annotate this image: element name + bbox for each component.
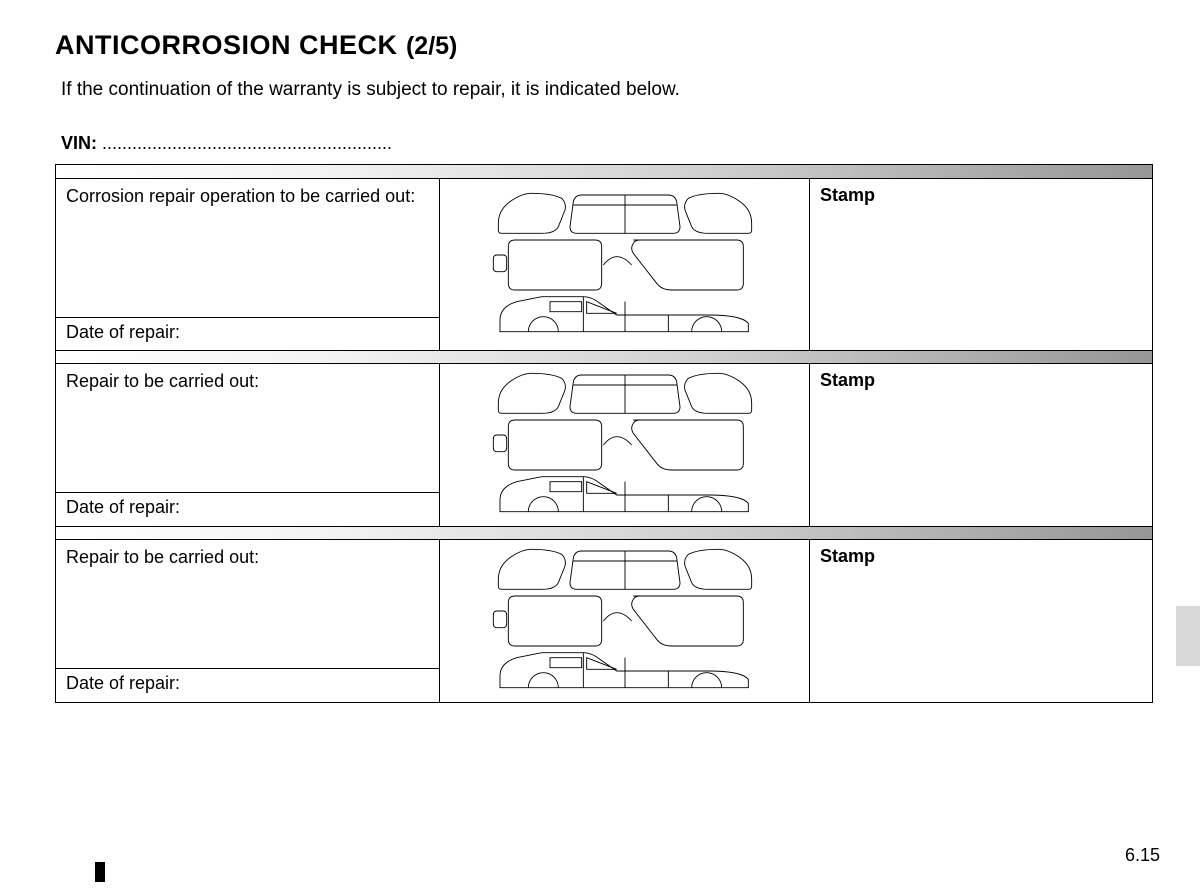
vin-line: VIN: ...................................… [61,133,1160,154]
page-number: 6.15 [1125,845,1160,866]
car-body-diagram-icon [465,370,785,520]
stamp-label: Stamp [810,540,1152,702]
date-of-repair-label: Date of repair: [56,318,439,350]
car-body-diagram-icon [465,190,785,340]
date-of-repair-label: Date of repair: [56,493,439,525]
date-of-repair-label: Date of repair: [56,669,439,701]
vin-dots: ........................................… [97,133,392,153]
page-title: ANTICORROSION CHECK (2/5) [55,30,1160,61]
side-thumb-tab [1176,606,1200,666]
table-row: Repair to be carried out: Date of repair… [56,364,1152,526]
title-bold: ANTICORROSION CHECK [55,30,398,60]
main-table-frame: Corrosion repair operation to be carried… [55,164,1153,703]
table-row: Corrosion repair operation to be carried… [56,179,1152,350]
car-diagram-cell [440,540,810,702]
repair-label: Repair to be carried out: [56,540,439,668]
title-page-part: (2/5) [406,32,457,60]
gradient-bar [56,350,1152,364]
table-row: Repair to be carried out: Date of repair… [56,540,1152,702]
gradient-bar [56,165,1152,179]
stamp-label: Stamp [810,364,1152,526]
gradient-bar [56,526,1152,540]
crop-mark [95,862,105,882]
vin-label: VIN: [61,133,97,153]
repair-label: Corrosion repair operation to be carried… [56,179,439,317]
car-diagram-cell [440,179,810,350]
car-diagram-cell [440,364,810,526]
repair-label: Repair to be carried out: [56,364,439,492]
stamp-label: Stamp [810,179,1152,350]
car-body-diagram-icon [465,546,785,696]
subtitle-text: If the continuation of the warranty is s… [61,79,1160,101]
